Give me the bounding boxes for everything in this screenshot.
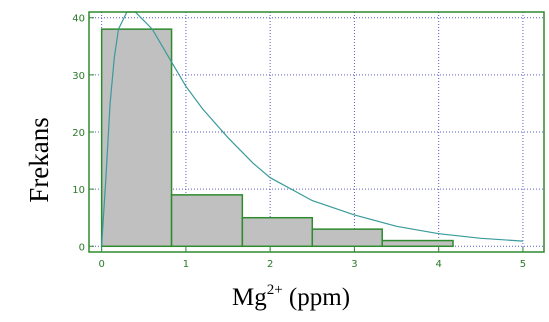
y-tick-label-4: 40 (72, 14, 85, 25)
x-tick-label-3: 3 (351, 259, 357, 270)
y-tick-label-3: 30 (72, 71, 85, 82)
tick-marks: 0 1 2 3 4 5 0 10 20 30 40 (72, 14, 526, 270)
histogram-bars (100, 28, 454, 248)
y-tick-label-1: 10 (72, 185, 85, 196)
fit-curve-layer (101, 11, 523, 247)
x-tick-label-1: 1 (183, 259, 189, 270)
histogram-bar-4 (381, 239, 454, 248)
x-tick-label-2: 2 (267, 259, 273, 270)
histogram-bar-2 (241, 216, 314, 248)
histogram-bar-1 (170, 194, 244, 248)
histogram-bar-3 (311, 228, 383, 248)
x-axis-label: Mg2+ (ppm) (232, 282, 350, 311)
x-axis-label-unit: (ppm) (283, 284, 350, 311)
fit-curve (101, 11, 523, 247)
x-axis-label-superscript: 2+ (267, 282, 283, 298)
x-tick-label-4: 4 (435, 259, 441, 270)
y-tick-label-2: 20 (72, 128, 85, 139)
y-axis-label: Frekans (24, 117, 54, 202)
x-tick-label-0: 0 (98, 259, 104, 270)
y-tick-label-0: 0 (79, 242, 85, 253)
x-axis-label-base: Mg (232, 284, 267, 311)
histogram-bar-0 (100, 28, 173, 248)
x-tick-label-5: 5 (520, 259, 526, 270)
